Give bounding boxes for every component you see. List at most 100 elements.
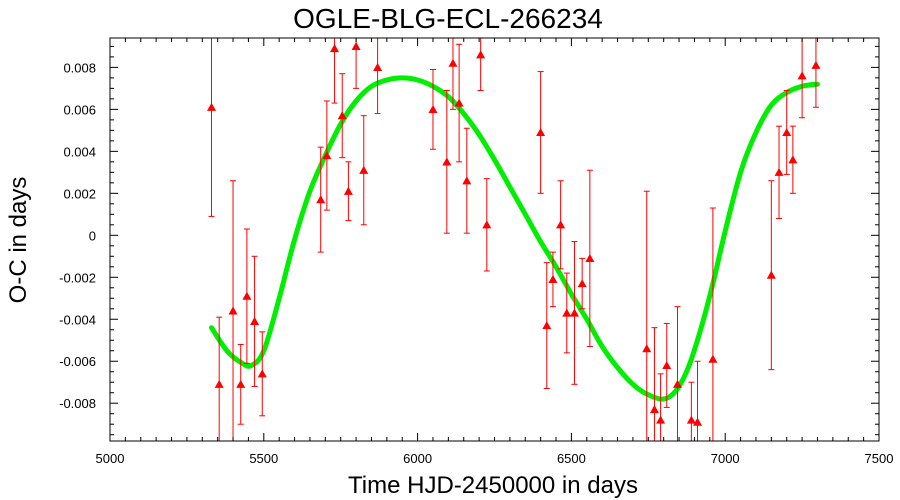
triangle-marker <box>673 379 683 388</box>
triangle-marker <box>693 417 703 426</box>
triangle-marker <box>236 379 246 388</box>
y-tick-label: 0 <box>89 228 96 243</box>
triangle-marker <box>782 127 792 137</box>
triangle-marker <box>642 344 652 353</box>
data-point <box>359 115 369 226</box>
fit-curve <box>209 75 820 402</box>
triangle-marker <box>708 354 718 363</box>
x-tick-label: 7000 <box>711 451 740 466</box>
data-point <box>462 127 472 234</box>
data-point <box>585 169 595 348</box>
chart-title: OGLE-BLG-ECL-266234 <box>293 3 603 34</box>
triangle-marker <box>428 104 438 113</box>
data-point <box>322 100 332 211</box>
y-axis-label: O-C in days <box>5 177 32 304</box>
triangle-marker <box>577 279 587 288</box>
x-tick-label: 6500 <box>557 451 586 466</box>
data-point <box>649 327 659 441</box>
triangle-marker <box>476 50 486 59</box>
data-points-group <box>207 38 821 441</box>
data-point <box>556 180 566 270</box>
triangle-marker <box>548 274 558 283</box>
data-point <box>454 43 464 163</box>
data-point <box>656 373 666 441</box>
triangle-marker <box>811 60 821 69</box>
data-point <box>774 125 784 220</box>
triangle-marker <box>351 41 361 50</box>
data-point <box>788 125 798 194</box>
data-point <box>214 316 224 441</box>
data-point <box>343 161 353 222</box>
data-point <box>811 38 821 108</box>
data-point <box>673 306 683 441</box>
triangle-marker <box>656 415 666 424</box>
triangle-marker <box>250 316 260 325</box>
data-point <box>236 343 246 425</box>
data-point <box>686 381 696 441</box>
triangle-marker <box>766 270 776 279</box>
data-point <box>373 38 383 115</box>
x-tick-label: 6000 <box>403 451 432 466</box>
triangle-marker <box>207 102 217 111</box>
data-point <box>428 68 438 150</box>
triangle-marker <box>649 405 659 414</box>
triangle-marker <box>337 111 347 120</box>
data-point <box>782 89 792 175</box>
data-point <box>536 71 546 194</box>
y-tick-label: -0.008 <box>59 396 96 411</box>
data-point <box>797 38 807 119</box>
data-point <box>351 38 361 89</box>
triangle-marker <box>569 308 579 317</box>
data-point <box>337 73 347 159</box>
triangle-marker <box>257 369 267 378</box>
x-axis-label: Time HJD-2450000 in days <box>348 472 638 499</box>
data-point <box>448 38 458 110</box>
data-point <box>548 251 558 308</box>
triangle-marker <box>322 151 332 160</box>
data-point <box>542 262 552 390</box>
triangle-marker <box>774 167 784 176</box>
data-point <box>569 241 579 385</box>
plot-frame <box>109 37 880 442</box>
y-tick-label: 0.002 <box>63 186 96 201</box>
data-point <box>562 272 572 354</box>
triangle-marker <box>462 176 472 185</box>
triangle-marker <box>562 308 572 317</box>
data-point <box>577 257 587 310</box>
triangle-marker <box>482 220 492 229</box>
triangle-marker <box>662 360 672 370</box>
triangle-marker <box>316 195 326 204</box>
y-tick-label: -0.006 <box>59 354 96 369</box>
triangle-marker <box>797 71 807 80</box>
axis-ticks: 5000 5500 6000 6500 7000 7500 -0.008 -0.006 -0.0… <box>59 38 893 466</box>
triangle-marker <box>359 165 369 174</box>
data-point <box>693 360 703 441</box>
triangle-marker <box>542 321 552 330</box>
data-point <box>316 146 326 253</box>
x-tick-label: 5000 <box>96 451 125 466</box>
data-point <box>207 38 217 217</box>
data-point <box>242 228 252 364</box>
fit-curve-group <box>209 75 820 402</box>
triangle-marker <box>788 155 798 164</box>
triangle-marker <box>242 291 252 300</box>
triangle-marker <box>214 379 224 388</box>
data-point <box>442 89 452 234</box>
x-tick-label: 5500 <box>249 451 278 466</box>
data-point <box>662 322 672 408</box>
data-point <box>330 38 340 104</box>
data-point <box>476 38 486 91</box>
x-tick-label: 7500 <box>865 451 894 466</box>
data-point <box>766 180 776 371</box>
data-point <box>642 190 652 441</box>
y-tick-label: 0.004 <box>63 144 96 159</box>
y-tick-label: 0.008 <box>63 60 96 75</box>
y-tick-label: -0.004 <box>59 312 96 327</box>
y-tick-label: -0.002 <box>59 270 96 285</box>
data-point <box>250 255 260 387</box>
triangle-marker <box>536 127 546 137</box>
triangle-marker <box>343 186 353 195</box>
triangle-marker <box>454 98 464 107</box>
data-point <box>708 207 718 441</box>
